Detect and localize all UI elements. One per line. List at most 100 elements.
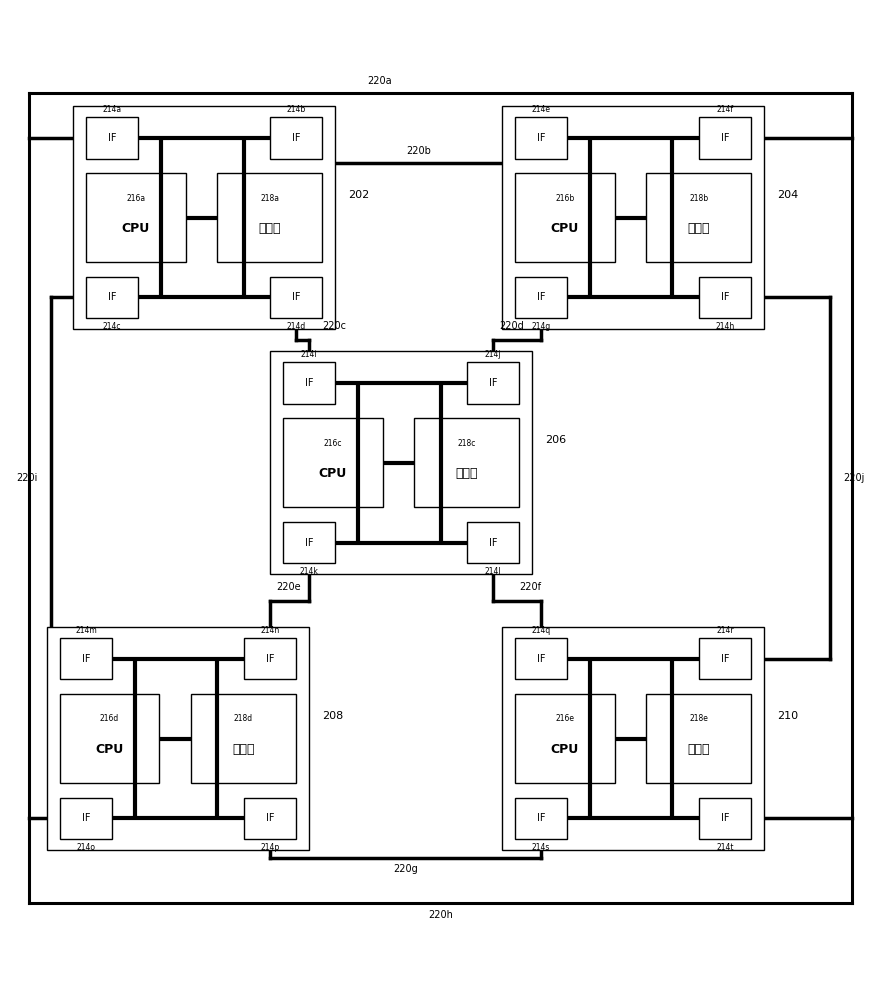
Text: 存储器: 存储器	[687, 743, 710, 756]
Bar	[467, 362, 519, 404]
Text: 220d: 220d	[499, 321, 523, 331]
Text: 210: 210	[778, 711, 799, 721]
Text: 220h: 220h	[428, 910, 453, 920]
Bar	[283, 418, 382, 507]
Text: 218a: 218a	[260, 194, 279, 203]
Bar	[270, 277, 322, 318]
Bar	[515, 277, 567, 318]
Text: CPU: CPU	[319, 467, 347, 480]
Bar	[191, 694, 296, 783]
Text: IF: IF	[537, 654, 545, 664]
Text: 220e: 220e	[276, 582, 300, 592]
Bar	[467, 522, 519, 563]
Text: IF: IF	[292, 292, 300, 302]
Text: IF: IF	[265, 654, 274, 664]
Text: 214t: 214t	[716, 843, 734, 852]
Bar	[699, 117, 751, 159]
Text: IF: IF	[82, 813, 90, 823]
Text: 214g: 214g	[531, 322, 551, 331]
Bar	[699, 798, 751, 839]
Bar	[86, 117, 138, 159]
Text: 216b: 216b	[555, 194, 574, 203]
Text: 220f: 220f	[519, 582, 541, 592]
Text: 存储器: 存储器	[233, 743, 255, 756]
Bar	[414, 418, 519, 507]
Bar	[270, 117, 322, 159]
Bar	[699, 638, 751, 679]
Text: 206: 206	[545, 435, 566, 445]
Text: IF: IF	[721, 133, 729, 143]
Text: IF: IF	[108, 292, 116, 302]
Text: 216e: 216e	[555, 714, 574, 723]
Text: CPU: CPU	[122, 222, 150, 235]
Text: IF: IF	[721, 292, 729, 302]
Bar	[515, 798, 567, 839]
Bar	[515, 694, 615, 783]
Bar	[515, 173, 615, 262]
Text: 214e: 214e	[531, 105, 551, 114]
Text: IF: IF	[108, 133, 116, 143]
Bar	[243, 638, 296, 679]
Text: 220b: 220b	[406, 146, 431, 156]
Bar	[47, 627, 309, 850]
Text: 220j: 220j	[843, 473, 864, 483]
Text: 214m: 214m	[75, 626, 97, 635]
Text: 220c: 220c	[322, 321, 346, 331]
Text: 214k: 214k	[300, 567, 319, 576]
Text: IF: IF	[537, 813, 545, 823]
Text: IF: IF	[489, 538, 497, 548]
Bar	[243, 798, 296, 839]
Bar	[515, 117, 567, 159]
Text: 214r: 214r	[716, 626, 734, 635]
Text: 214s: 214s	[532, 843, 551, 852]
Text: IF: IF	[537, 133, 545, 143]
Text: 218c: 218c	[457, 439, 476, 448]
Text: CPU: CPU	[551, 743, 579, 756]
Text: IF: IF	[537, 292, 545, 302]
Text: 220g: 220g	[393, 864, 418, 874]
Bar	[218, 173, 322, 262]
Bar	[699, 277, 751, 318]
Text: 208: 208	[322, 711, 344, 721]
Text: 204: 204	[778, 190, 799, 200]
Text: 220i: 220i	[17, 473, 38, 483]
Bar	[502, 627, 765, 850]
Bar	[283, 522, 336, 563]
Text: IF: IF	[292, 133, 300, 143]
Text: IF: IF	[305, 538, 314, 548]
Text: IF: IF	[305, 378, 314, 388]
Text: 存储器: 存储器	[455, 467, 478, 480]
Bar	[86, 277, 138, 318]
Text: IF: IF	[265, 813, 274, 823]
Text: IF: IF	[82, 654, 90, 664]
Text: 218d: 218d	[234, 714, 253, 723]
Bar	[647, 694, 751, 783]
Text: 216d: 216d	[100, 714, 119, 723]
Bar	[60, 638, 112, 679]
Text: 214a: 214a	[103, 105, 122, 114]
Text: 214d: 214d	[286, 322, 306, 331]
Bar	[60, 798, 112, 839]
Bar	[283, 362, 336, 404]
Text: 214j: 214j	[485, 350, 501, 359]
Text: IF: IF	[489, 378, 497, 388]
Text: 216a: 216a	[126, 194, 145, 203]
Bar	[86, 173, 186, 262]
Text: 220a: 220a	[366, 76, 391, 86]
Bar	[73, 106, 336, 329]
Bar	[270, 351, 532, 574]
Text: 218b: 218b	[689, 194, 708, 203]
Text: CPU: CPU	[95, 743, 123, 756]
Text: IF: IF	[721, 813, 729, 823]
Text: 216c: 216c	[323, 439, 342, 448]
Text: 存储器: 存储器	[687, 222, 710, 235]
Text: 214p: 214p	[260, 843, 279, 852]
Text: 214n: 214n	[260, 626, 279, 635]
Text: 218e: 218e	[689, 714, 708, 723]
Text: 214b: 214b	[286, 105, 306, 114]
Text: 202: 202	[349, 190, 370, 200]
Text: 214f: 214f	[716, 105, 734, 114]
Text: 214c: 214c	[103, 322, 122, 331]
Text: 214i: 214i	[301, 350, 317, 359]
Text: 存储器: 存储器	[258, 222, 281, 235]
